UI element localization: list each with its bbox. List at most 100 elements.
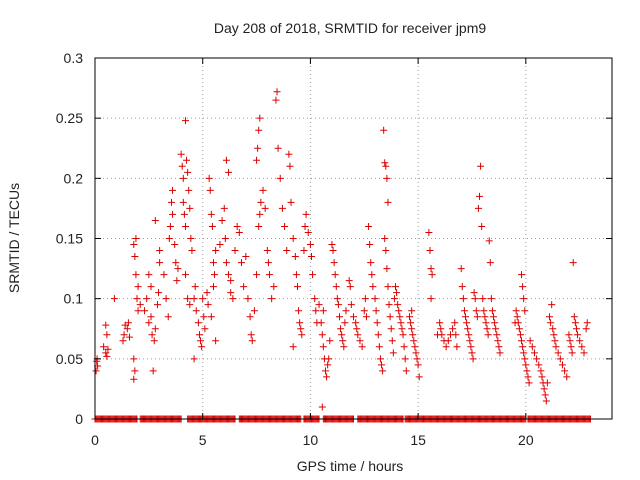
data-point — [174, 265, 182, 273]
data-point — [130, 241, 138, 249]
data-point — [537, 367, 545, 375]
data-point — [261, 204, 269, 212]
data-point — [524, 373, 532, 381]
data-point — [179, 198, 187, 206]
data-point — [242, 253, 250, 261]
data-point — [563, 373, 571, 381]
data-point — [306, 241, 314, 249]
data-point — [169, 186, 177, 194]
data-point — [156, 247, 164, 255]
data-point — [372, 307, 380, 315]
data-point — [486, 259, 494, 267]
data-point — [167, 198, 175, 206]
data-point — [576, 337, 584, 345]
data-point — [304, 228, 312, 236]
data-point — [582, 325, 590, 333]
data-point — [186, 301, 194, 309]
data-point — [541, 391, 549, 399]
data-point — [209, 259, 217, 267]
data-point — [124, 319, 132, 327]
data-point — [194, 319, 202, 327]
data-point — [477, 162, 485, 170]
data-point — [383, 265, 391, 273]
data-point — [546, 313, 554, 321]
data-point — [136, 301, 144, 309]
data-point — [130, 355, 138, 363]
data-point — [255, 222, 263, 230]
data-point — [449, 325, 457, 333]
data-point — [388, 337, 396, 345]
data-point — [102, 349, 110, 357]
data-point — [237, 259, 245, 267]
data-point — [396, 313, 404, 321]
data-point — [526, 337, 534, 345]
data-point — [192, 307, 200, 315]
data-point — [199, 295, 207, 303]
data-point — [476, 192, 484, 200]
axis-ticks — [94, 57, 612, 420]
data-point — [335, 313, 343, 321]
data-point — [463, 319, 471, 327]
data-point — [525, 379, 533, 387]
data-point — [444, 337, 452, 345]
data-point — [390, 295, 398, 303]
data-point — [184, 295, 192, 303]
data-point — [162, 295, 170, 303]
data-point — [295, 307, 303, 315]
data-point — [512, 307, 520, 315]
data-point — [471, 295, 479, 303]
y-tick-label: 0.2 — [64, 170, 84, 186]
data-point — [201, 325, 209, 333]
data-point — [338, 331, 346, 339]
data-point — [427, 295, 435, 303]
data-point — [485, 237, 493, 245]
data-point — [103, 352, 111, 360]
data-point — [190, 355, 198, 363]
data-point — [198, 343, 206, 351]
data-point — [212, 247, 220, 255]
data-point — [551, 337, 559, 345]
data-point — [276, 174, 284, 182]
data-point — [187, 235, 195, 242]
data-point — [514, 319, 522, 327]
data-point — [384, 198, 392, 206]
data-point — [409, 331, 417, 339]
data-point — [535, 361, 543, 369]
data-point — [549, 325, 557, 333]
data-point — [389, 349, 397, 357]
data-point — [408, 325, 416, 333]
data-point — [393, 289, 401, 297]
data-point — [289, 235, 297, 242]
data-point — [358, 343, 366, 351]
data-point — [468, 349, 476, 357]
data-point — [240, 283, 248, 291]
data-point — [179, 174, 187, 182]
data-point — [518, 271, 526, 279]
data-point — [547, 319, 555, 327]
data-point — [247, 331, 255, 339]
data-point — [231, 247, 239, 255]
data-point — [376, 355, 384, 363]
data-point — [318, 331, 326, 339]
data-point — [315, 301, 323, 309]
y-tick-label: 0.3 — [64, 50, 84, 66]
data-point — [331, 271, 339, 279]
data-point — [160, 271, 168, 279]
data-point — [145, 271, 153, 279]
data-point — [453, 343, 461, 351]
x-tick-label: 20 — [518, 432, 534, 448]
data-point — [341, 319, 349, 327]
data-point — [134, 307, 142, 315]
data-point — [354, 331, 362, 339]
data-point — [488, 307, 496, 315]
y-tick-label: 0.25 — [56, 110, 83, 126]
data-point — [110, 295, 118, 303]
data-point — [342, 307, 350, 315]
data-point — [205, 174, 213, 182]
data-point — [216, 241, 224, 249]
data-point — [256, 210, 264, 218]
data-point — [465, 331, 473, 339]
data-point — [362, 313, 370, 321]
data-point — [337, 325, 345, 333]
data-point — [191, 283, 199, 291]
